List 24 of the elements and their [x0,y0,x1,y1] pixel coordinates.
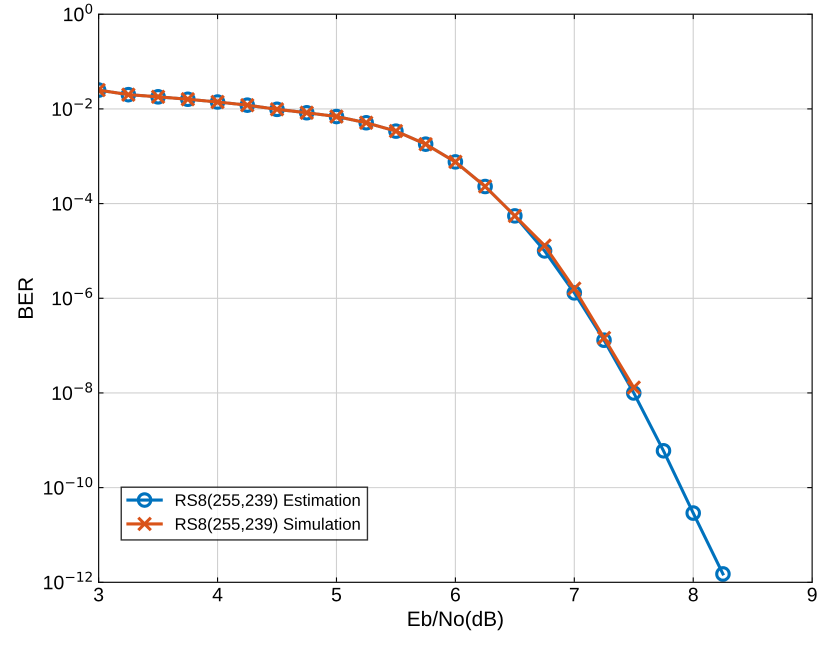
point [685,505,701,521]
y-tick-label: 10$^{−8}$ [52,382,92,400]
y-tick-label: 10$^{−4}$ [52,193,92,211]
y-tick-label: 10$^{0}$ [64,4,92,22]
x-tick-label: 9 [808,588,817,602]
y-tick-label: 10$^{−10}$ [44,476,92,495]
x-tick-label: 7 [570,588,579,602]
y-tick-label: 10$^{−12}$ [44,572,92,590]
x-tick-label: 3 [94,588,104,602]
y-tick-label: 10$^{−6}$ [52,288,92,306]
x-tick-label: 8 [688,588,698,602]
point [566,280,582,296]
x-tick-label: 5 [332,588,342,602]
point [536,238,552,254]
x-axis-title: Eb/No(dB) [408,610,503,630]
x-tick-label: 6 [450,588,460,602]
x-tick-label: 4 [212,588,222,602]
y-axis-title: BER [18,278,33,318]
legend-label: RS8(255,239) Simulation [176,518,360,534]
point [656,443,672,459]
y-tick-label: 10$^{−2}$ [52,98,92,116]
point [626,380,642,396]
point [715,566,731,582]
legend-label: RS8(255,239) Estimation [176,494,360,510]
